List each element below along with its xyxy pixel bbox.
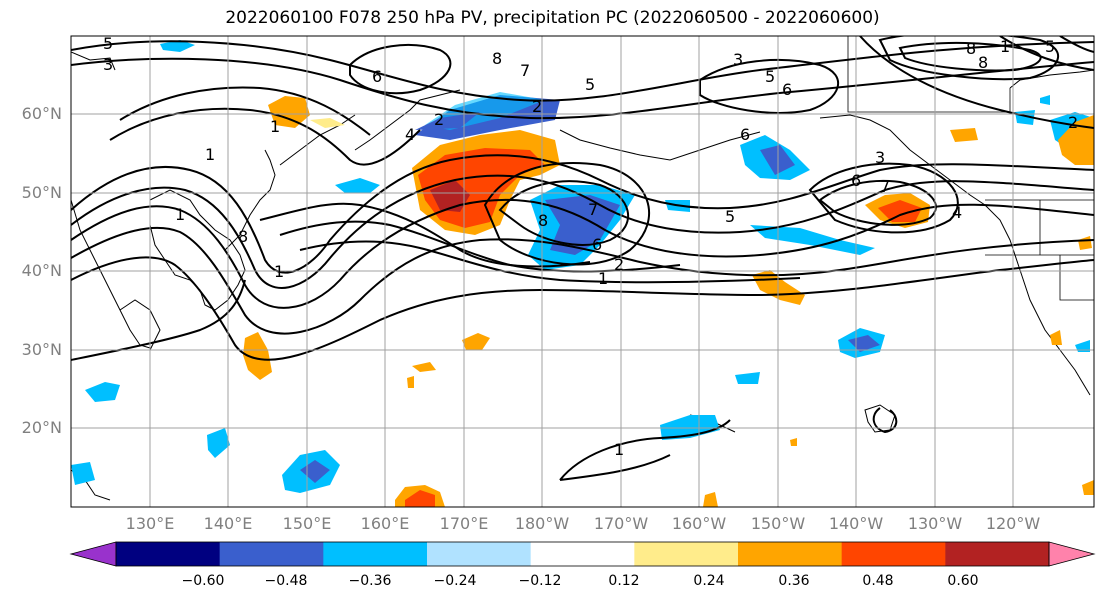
- contour-label: 1: [175, 205, 185, 224]
- contour-label: 8: [978, 53, 988, 72]
- colorbar-tick-label: 0.60: [947, 573, 979, 589]
- latitude-label: 30°N: [21, 340, 62, 359]
- contour-label: 1: [205, 145, 215, 164]
- colorbar-segment: [116, 542, 221, 566]
- contour-label: 3: [733, 50, 743, 69]
- latitude-label: 40°N: [21, 261, 62, 280]
- contour-label: 8: [966, 39, 976, 58]
- contour-label: 8: [238, 227, 248, 246]
- contour-label: 1: [614, 440, 624, 459]
- colorbar-tick-label: 0.48: [862, 573, 894, 589]
- colorbar-tick-label: −0.24: [433, 573, 477, 589]
- colorbar-tick-label: −0.48: [264, 573, 308, 589]
- map-plot: 5 3 6 8 7 5 3 5 6 8 1 5 2 8 1 4 2 8 7 3 …: [70, 34, 1095, 508]
- longitude-label: 140°W: [828, 514, 884, 533]
- colorbar-tick-label: 0.12: [608, 573, 640, 589]
- colorbar-outline: [115, 541, 1050, 567]
- graticule: [71, 36, 1094, 507]
- contour-label: 7: [880, 177, 890, 196]
- contour-label: 1: [270, 117, 280, 136]
- contour-label: 6: [740, 125, 750, 144]
- colorbar: [69, 541, 1096, 567]
- longitude-label: 120°W: [985, 514, 1041, 533]
- colorbar-segment: [219, 542, 324, 566]
- longitude-label: 150°E: [282, 514, 332, 533]
- colorbar-segment: [323, 542, 428, 566]
- latitude-label: 50°N: [21, 183, 62, 202]
- longitude-label: 150°W: [750, 514, 806, 533]
- pv-contours: [71, 36, 1094, 481]
- longitude-label: 130°E: [125, 514, 175, 533]
- contour-label: 2: [1068, 113, 1078, 132]
- contour-label: 5: [765, 67, 775, 86]
- contour-label: 8: [492, 49, 502, 68]
- colorbar-segment: [841, 542, 946, 566]
- contour-label: 5: [103, 34, 113, 53]
- longitude-label: 160°E: [360, 514, 410, 533]
- contour-label: 4: [952, 203, 962, 222]
- contour-label: 6: [851, 171, 861, 190]
- longitude-label: 170°W: [593, 514, 649, 533]
- contour-label: 1: [598, 269, 608, 288]
- contour-label: 2: [614, 255, 624, 274]
- longitude-label: 140°E: [203, 514, 253, 533]
- colorbar-segment: [634, 542, 739, 566]
- map-title: 2022060100 F078 250 hPa PV, precipitatio…: [225, 8, 880, 28]
- contour-label: 4: [405, 125, 415, 144]
- colorbar-segment: [945, 542, 1050, 566]
- latitude-label: 60°N: [21, 104, 62, 123]
- contour-label: 7: [588, 200, 598, 219]
- colorbar-tick-label: −0.60: [181, 573, 225, 589]
- contour-label: 5: [585, 75, 595, 94]
- colorbar-tick-label: −0.36: [348, 573, 392, 589]
- contour-label: 6: [592, 235, 602, 254]
- contour-label: 3: [875, 148, 885, 167]
- colorbar-tick-label: −0.12: [518, 573, 562, 589]
- contour-label: 5: [1045, 37, 1055, 56]
- longitude-label: 180°W: [514, 514, 570, 533]
- longitude-label: 170°E: [439, 514, 489, 533]
- borders: [847, 36, 1094, 301]
- longitude-label: 160°W: [671, 514, 727, 533]
- contour-label: 6: [782, 80, 792, 99]
- contour-labels: 5 3 6 8 7 5 3 5 6 8 1 5 2 8 1 4 2 8 7 3 …: [103, 34, 1078, 459]
- colorbar-segment: [427, 542, 532, 566]
- colorbar-tick-label: 0.36: [778, 573, 810, 589]
- contour-label: 3: [103, 55, 113, 74]
- colorbar-segment: [530, 542, 635, 566]
- contour-label: 7: [520, 61, 530, 80]
- contour-label: 2: [532, 97, 542, 116]
- colorbar-extension-low: [69, 541, 117, 567]
- colorbar-tick-label: 0.24: [693, 573, 725, 589]
- map-frame: [70, 35, 1095, 508]
- contour-label: 1: [1000, 37, 1010, 56]
- contour-label: 6: [372, 67, 382, 86]
- latitude-label: 20°N: [21, 418, 62, 437]
- longitude-label: 130°W: [907, 514, 963, 533]
- contour-label: 5: [725, 207, 735, 226]
- contour-label: 8: [538, 211, 548, 230]
- colorbar-extension-high: [1048, 541, 1096, 567]
- contour-label: 1: [274, 262, 284, 281]
- contour-label: 2: [434, 110, 444, 129]
- colorbar-segment: [738, 542, 843, 566]
